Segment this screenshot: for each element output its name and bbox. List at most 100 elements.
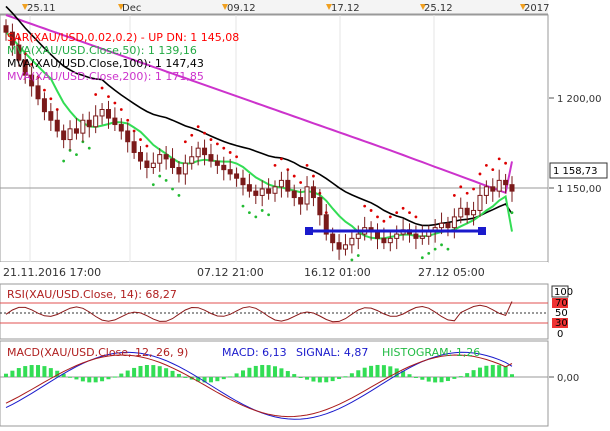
candle-body	[394, 233, 400, 239]
macd-hist-bar	[337, 377, 342, 380]
candle-body	[214, 160, 220, 166]
legend-mva100: MVA(XAU/USD.Close,100): 1 147,43	[7, 57, 204, 70]
mva200-line	[5, 14, 513, 195]
sar-dot	[510, 211, 514, 215]
sar-dot	[414, 215, 418, 219]
candle-body	[381, 237, 387, 244]
candle-body	[189, 156, 195, 164]
macd-hist-bar	[285, 371, 290, 377]
candle-body	[490, 186, 496, 192]
macd-hist-bar	[381, 365, 386, 377]
sar-dot	[369, 209, 373, 212]
candle-body	[138, 151, 144, 162]
candle-body	[471, 209, 477, 216]
macd-hist-bar	[100, 377, 105, 382]
sar-dot	[472, 187, 475, 191]
top-axis-label-4: 17.12	[331, 3, 360, 14]
candle-body	[317, 197, 323, 216]
sar-dot	[478, 172, 482, 176]
candle-body	[16, 44, 22, 61]
candle-body	[374, 231, 380, 239]
candle-body	[227, 169, 233, 175]
sar-dot	[49, 97, 53, 101]
time-axis	[0, 262, 548, 281]
macd-hist-bar	[36, 365, 41, 377]
macd-hist-bar	[375, 364, 380, 377]
candle-body	[208, 154, 214, 162]
sar-dot	[484, 163, 488, 167]
macd-histogram-series	[4, 364, 514, 383]
sar-dot	[100, 86, 104, 90]
support-line-handle-left[interactable]	[305, 227, 313, 235]
macd-hist-bar	[10, 370, 15, 377]
candle-body	[221, 164, 227, 171]
macd-hist-bar	[503, 366, 508, 377]
macd-hist-bar	[16, 368, 21, 377]
sar-dot	[222, 146, 226, 150]
macd-hist-bar	[356, 370, 361, 377]
macd-hist-bar	[119, 373, 124, 377]
sar-dot	[94, 93, 98, 96]
top-axis-ticks	[22, 4, 526, 10]
sar-dot	[401, 206, 405, 210]
candle-body	[330, 233, 336, 244]
sar-dot	[145, 144, 149, 148]
candle-body	[9, 31, 15, 46]
macd-hist-bar	[445, 377, 450, 382]
candle-body	[73, 128, 79, 134]
sar-dot	[119, 108, 123, 111]
candle-body	[336, 242, 342, 250]
candle-body	[259, 188, 265, 196]
sar-dot	[151, 183, 155, 187]
rsi-level-label-70: 70	[555, 298, 568, 309]
sar-dot	[260, 209, 264, 212]
sar-dot	[113, 101, 117, 105]
macd-hist-bar	[253, 365, 258, 377]
candle-body	[458, 207, 464, 218]
support-line-handle-right[interactable]	[478, 227, 486, 235]
candle-body	[144, 160, 150, 168]
candle-body	[439, 222, 445, 229]
sar-dot	[446, 247, 450, 251]
candle-body	[234, 173, 240, 179]
sar-dot	[305, 163, 309, 167]
sar-dot	[273, 163, 277, 167]
top-axis-marker-5	[520, 4, 526, 10]
macd-hist-bar	[247, 367, 252, 377]
candle-body	[163, 154, 169, 160]
macd-hist-bar	[362, 367, 367, 377]
macd-hist-bar	[48, 368, 53, 377]
sar-dot	[30, 63, 34, 66]
time-axis-label-2: 07.12 21:00	[197, 266, 264, 279]
candle-body	[272, 186, 278, 194]
candle-body	[246, 184, 252, 192]
rsi-level-label-30: 30	[555, 318, 568, 329]
top-axis-marker-4	[420, 4, 426, 10]
macd-hist-bar	[215, 377, 220, 382]
sar-dot	[299, 181, 303, 184]
macd-hist-bar	[317, 377, 322, 383]
top-axis-label-6: 2017	[524, 3, 549, 14]
sar-dot	[350, 258, 354, 262]
top-axis-marker-3	[326, 4, 332, 10]
legend-mva200: MVA(XAU/USD.Close,200): 1 171,85	[7, 70, 204, 83]
candle-body	[323, 214, 329, 235]
candle-body	[464, 207, 470, 216]
macd-hist-bar	[401, 371, 406, 377]
macd-hist-bar	[29, 365, 34, 377]
candle-body	[291, 190, 297, 199]
sar-dot	[459, 185, 463, 189]
candle-body	[99, 109, 105, 117]
rsi-level-box-30	[552, 318, 568, 328]
candle-body	[202, 147, 208, 156]
macd-hist-bar	[106, 377, 111, 380]
price-tick-label-1200: 1 200,00	[557, 94, 602, 105]
candle-body	[118, 124, 124, 132]
candle-body	[509, 184, 515, 192]
candle-body	[54, 119, 60, 132]
macd-hist-bar	[273, 366, 278, 377]
candle-body	[342, 244, 348, 250]
price-axis[interactable]	[549, 15, 610, 262]
